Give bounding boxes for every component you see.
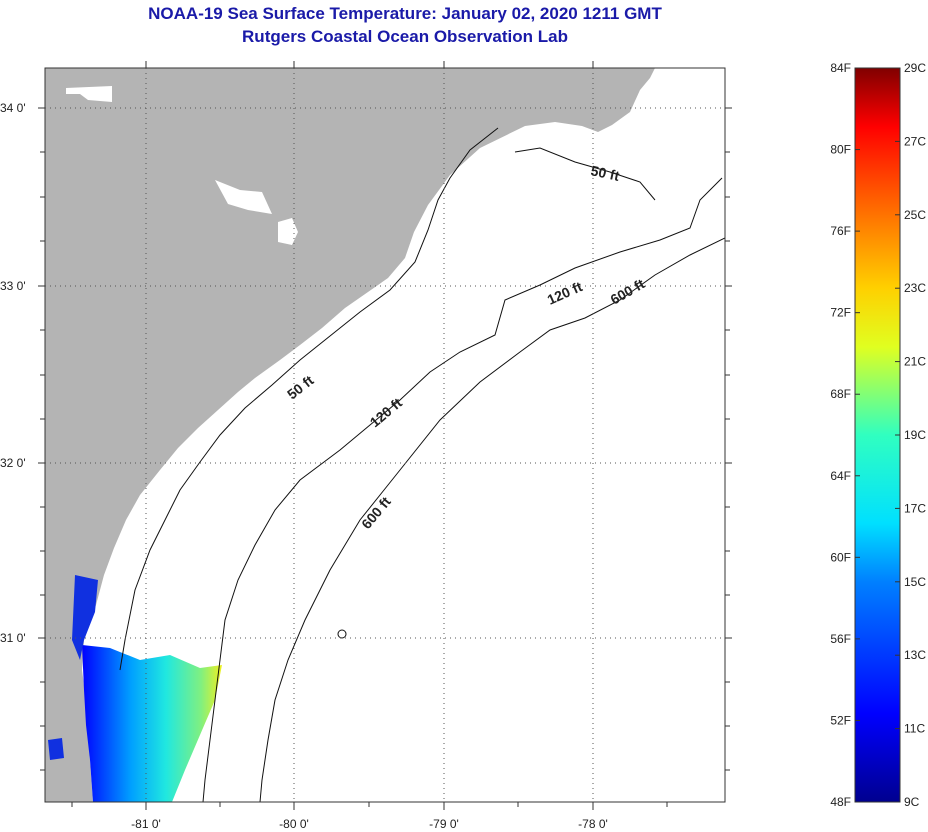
contour-50ft-outer xyxy=(514,147,656,201)
colorbar-c-label: 17C xyxy=(904,501,926,515)
land-mass xyxy=(45,68,655,802)
colorbar-f-label: 48F xyxy=(830,795,851,809)
inland-water-1 xyxy=(66,86,112,102)
contour-label-600ft-north: 600 ft xyxy=(608,275,648,307)
colorbar-f-label: 68F xyxy=(830,387,851,401)
lat-label-31: 31 0' xyxy=(0,631,26,645)
colorbar-c-label: 23C xyxy=(904,281,926,295)
lon-label-78: -78 0' xyxy=(578,817,608,831)
colorbar-fahrenheit-labels: 84F 80F 76F 72F 68F 64F 60F 56F 52F 48F xyxy=(830,61,860,809)
contour-600ft xyxy=(259,237,725,802)
colorbar-c-label: 13C xyxy=(904,648,926,662)
inland-water-2 xyxy=(215,180,272,214)
contour-label-120ft-north: 120 ft xyxy=(545,278,585,308)
contour-label-50ft-north: 50 ft xyxy=(589,162,621,184)
map-subtitle: Rutgers Coastal Ocean Observation Lab xyxy=(242,27,568,46)
color-bar xyxy=(854,67,901,803)
colorbar-c-label: 27C xyxy=(904,134,926,148)
sst-data-patch xyxy=(82,645,222,802)
colorbar-c-label: 11C xyxy=(904,722,925,736)
colorbar-f-label: 80F xyxy=(830,143,851,157)
colorbar-f-label: 60F xyxy=(830,550,851,564)
colorbar-f-label: 56F xyxy=(830,632,851,646)
colorbar-c-label: 15C xyxy=(904,575,926,589)
colorbar-c-label: 29C xyxy=(904,61,926,75)
colorbar-c-label: 19C xyxy=(904,428,926,442)
contour-label-120ft-mid: 120 ft xyxy=(367,394,406,430)
lat-label-33: 33 0' xyxy=(0,279,26,293)
colorbar-f-label: 84F xyxy=(830,61,851,75)
contour-label-600ft-mid: 600 ft xyxy=(358,493,394,532)
lon-label-79: -79 0' xyxy=(429,817,459,831)
colorbar-f-label: 52F xyxy=(830,713,851,727)
colorbar-c-label: 9C xyxy=(904,795,920,809)
seamount-contour xyxy=(337,629,347,639)
map-title: NOAA-19 Sea Surface Temperature: January… xyxy=(148,4,662,23)
lon-label-80: -80 0' xyxy=(279,817,309,831)
colorbar-c-label: 21C xyxy=(904,355,926,369)
lon-label-81: -81 0' xyxy=(131,817,161,831)
axis-ticks xyxy=(38,61,732,810)
lat-label-34: 34 0' xyxy=(0,101,26,115)
contour-120ft xyxy=(202,177,723,802)
colorbar-f-label: 76F xyxy=(830,224,851,238)
inland-water-3 xyxy=(278,218,298,245)
contour-label-50ft-mid: 50 ft xyxy=(284,372,317,403)
map-frame xyxy=(44,67,726,803)
lat-label-32: 32 0' xyxy=(0,456,26,470)
colorbar-c-label: 25C xyxy=(904,208,926,222)
colorbar-f-label: 72F xyxy=(830,306,851,320)
contour-50ft xyxy=(119,127,499,671)
sst-coastal-pixels xyxy=(48,575,98,760)
colorbar-celsius-labels: 29C 27C 25C 23C 21C 19C 17C 15C 13C 11C 9C xyxy=(895,61,926,809)
graticule xyxy=(45,68,725,802)
colorbar-f-label: 64F xyxy=(830,469,851,483)
